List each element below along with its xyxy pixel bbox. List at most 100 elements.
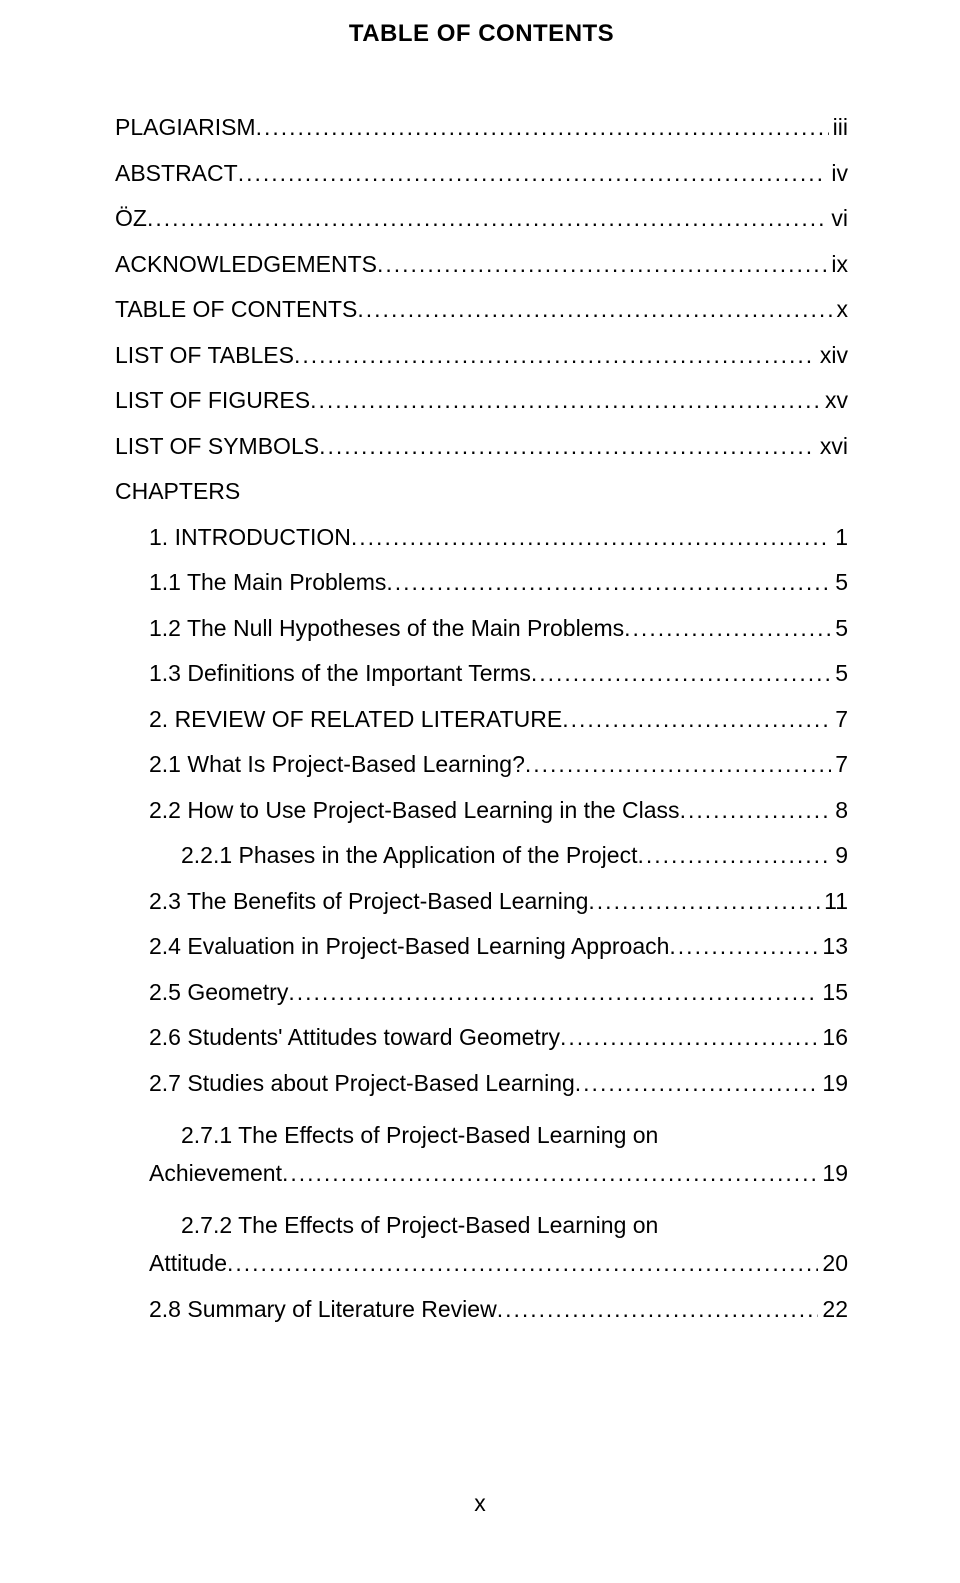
toc-leader <box>531 662 831 685</box>
toc-entry: 2. REVIEW OF RELATED LITERATURE 7 <box>115 708 848 731</box>
toc-leader <box>147 207 827 230</box>
toc-page: iv <box>827 162 848 185</box>
toc-leader <box>560 1026 818 1049</box>
toc-page: 7 <box>831 753 848 776</box>
toc-leader <box>294 344 816 367</box>
toc-entry-line1: 2.7.2 The Effects of Project-Based Learn… <box>115 1207 848 1244</box>
toc-leader <box>386 571 831 594</box>
toc-leader <box>562 708 831 731</box>
toc-leader <box>238 162 828 185</box>
toc-page: 5 <box>831 662 848 685</box>
toc-entry: 2.3 The Benefits of Project-Based Learni… <box>115 890 848 913</box>
toc-entry: 2.7 Studies about Project-Based Learning… <box>115 1072 848 1095</box>
page-number: x <box>0 1490 960 1517</box>
toc-label: ABSTRACT <box>115 162 238 185</box>
toc-entry: 2.4 Evaluation in Project-Based Learning… <box>115 935 848 958</box>
toc-entry: ÖZ vi <box>115 207 848 230</box>
toc-leader <box>497 1298 819 1321</box>
toc-label: ÖZ <box>115 207 147 230</box>
toc-leader <box>310 389 821 412</box>
toc-leader <box>288 981 818 1004</box>
toc-page: 15 <box>818 981 848 1004</box>
toc-leader <box>525 753 831 776</box>
toc-entry: CHAPTERS <box>115 480 848 503</box>
toc-page: ix <box>827 253 848 276</box>
toc-page: 19 <box>818 1162 848 1185</box>
toc-entry: Achievement 19 <box>115 1162 848 1185</box>
toc-leader <box>227 1252 818 1275</box>
toc-entry: 2.1 What Is Project-Based Learning? 7 <box>115 753 848 776</box>
toc-label: PLAGIARISM <box>115 116 256 139</box>
toc-leader <box>575 1072 819 1095</box>
toc-page: 22 <box>818 1298 848 1321</box>
toc-leader <box>669 935 818 958</box>
toc-label: 2.7 Studies about Project-Based Learning <box>149 1072 575 1095</box>
toc-page: xiv <box>816 344 848 367</box>
toc-entry: 2.5 Geometry 15 <box>115 981 848 1004</box>
toc-entry: TABLE OF CONTENTS x <box>115 298 848 321</box>
toc-label: ACKNOWLEDGEMENTS <box>115 253 377 276</box>
toc-label: 2.3 The Benefits of Project-Based Learni… <box>149 890 588 913</box>
document-page: TABLE OF CONTENTS PLAGIARISM iii ABSTRACT… <box>0 0 960 1321</box>
toc-page: 5 <box>831 617 848 640</box>
toc-page: 11 <box>820 890 848 913</box>
page-title: TABLE OF CONTENTS <box>115 20 848 48</box>
toc-label: Attitude <box>149 1252 227 1275</box>
toc-label: 2.4 Evaluation in Project-Based Learning… <box>149 935 669 958</box>
toc-label: 1.1 The Main Problems <box>149 571 386 594</box>
toc-container: PLAGIARISM iii ABSTRACT iv ÖZ vi ACKNOWLEDG… <box>115 116 848 1321</box>
toc-label: CHAPTERS <box>115 480 240 503</box>
toc-entry: 1.2 The Null Hypotheses of the Main Prob… <box>115 617 848 640</box>
toc-entry: Attitude 20 <box>115 1252 848 1275</box>
toc-page: 1 <box>831 526 848 549</box>
toc-label: TABLE OF CONTENTS <box>115 298 357 321</box>
toc-entry: 2.2 How to Use Project-Based Learning in… <box>115 799 848 822</box>
toc-leader <box>282 1162 818 1185</box>
toc-page: 20 <box>818 1252 848 1275</box>
toc-page: xvi <box>816 435 848 458</box>
toc-page: 8 <box>831 799 848 822</box>
toc-label: LIST OF TABLES <box>115 344 294 367</box>
toc-entry-line1: 2.7.1 The Effects of Project-Based Learn… <box>115 1117 848 1154</box>
toc-leader <box>319 435 816 458</box>
toc-label: 2. REVIEW OF RELATED LITERATURE <box>149 708 562 731</box>
toc-leader <box>256 116 829 139</box>
toc-leader <box>351 526 831 549</box>
toc-page: 19 <box>818 1072 848 1095</box>
toc-label: LIST OF FIGURES <box>115 389 310 412</box>
toc-leader <box>377 253 827 276</box>
toc-page: 5 <box>831 571 848 594</box>
toc-entry: PLAGIARISM iii <box>115 116 848 139</box>
toc-entry: LIST OF TABLES xiv <box>115 344 848 367</box>
toc-entry: ACKNOWLEDGEMENTS ix <box>115 253 848 276</box>
toc-page: 13 <box>818 935 848 958</box>
toc-leader <box>624 617 831 640</box>
toc-entry: ABSTRACT iv <box>115 162 848 185</box>
toc-page: vi <box>827 207 848 230</box>
toc-label: 1.2 The Null Hypotheses of the Main Prob… <box>149 617 624 640</box>
toc-label: 2.5 Geometry <box>149 981 288 1004</box>
toc-label: 2.1 What Is Project-Based Learning? <box>149 753 525 776</box>
toc-entry: 2.8 Summary of Literature Review 22 <box>115 1298 848 1321</box>
toc-leader <box>588 890 820 913</box>
toc-page: iii <box>829 116 848 139</box>
toc-page: 16 <box>818 1026 848 1049</box>
toc-label: 1. INTRODUCTION <box>149 526 351 549</box>
toc-label: 2.2.1 Phases in the Application of the P… <box>181 844 637 867</box>
toc-leader <box>637 844 831 867</box>
toc-page: x <box>833 298 849 321</box>
toc-entry: LIST OF SYMBOLS xvi <box>115 435 848 458</box>
toc-leader <box>680 799 832 822</box>
toc-entry: LIST OF FIGURES xv <box>115 389 848 412</box>
toc-entry: 2.2.1 Phases in the Application of the P… <box>115 844 848 867</box>
toc-label: LIST OF SYMBOLS <box>115 435 319 458</box>
toc-entry: 2.6 Students' Attitudes toward Geometry … <box>115 1026 848 1049</box>
toc-page: 7 <box>831 708 848 731</box>
toc-entry: 1.3 Definitions of the Important Terms 5 <box>115 662 848 685</box>
toc-leader <box>357 298 832 321</box>
toc-label: Achievement <box>149 1162 282 1185</box>
toc-label: 1.3 Definitions of the Important Terms <box>149 662 531 685</box>
toc-label: 2.8 Summary of Literature Review <box>149 1298 497 1321</box>
toc-page: 9 <box>831 844 848 867</box>
toc-entry: 1.1 The Main Problems 5 <box>115 571 848 594</box>
